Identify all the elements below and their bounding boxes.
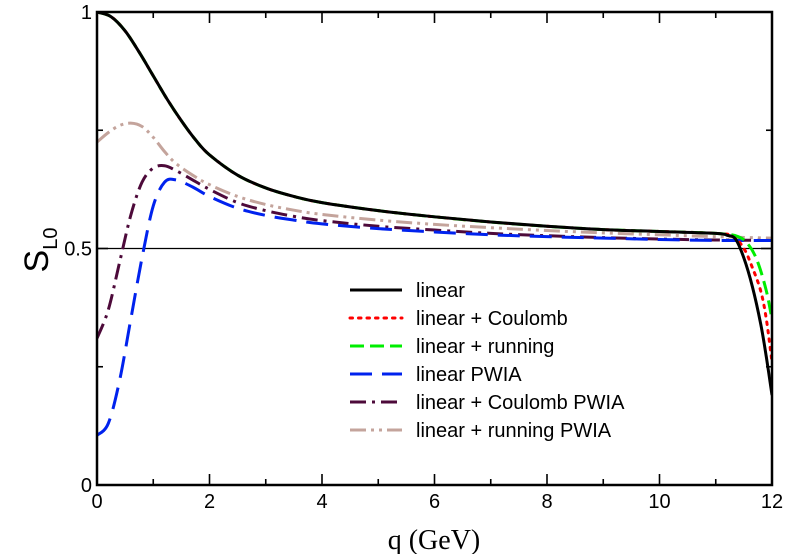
y-axis-title-main: S	[18, 250, 56, 273]
y-tick-label: 1	[81, 2, 92, 24]
x-tick-label: 10	[648, 491, 670, 513]
y-tick-label: 0.5	[64, 239, 92, 261]
legend-label: linear + running PWIA	[416, 420, 612, 442]
legend-label: linear + running	[416, 336, 554, 358]
legend-label: linear PWIA	[416, 364, 522, 386]
x-tick-label: 0	[91, 491, 102, 513]
x-tick-label: 4	[316, 491, 327, 513]
series-layer	[97, 12, 772, 437]
y-tick-label: 0	[81, 475, 92, 497]
x-tick-label: 6	[429, 491, 440, 513]
plot-frame	[95, 10, 774, 487]
svg-text:SL0: SL0	[18, 228, 62, 273]
legend-label: linear + Coulomb	[416, 308, 568, 330]
x-tick-label: 2	[204, 491, 215, 513]
series-line-linear-running-pwia	[97, 121, 772, 240]
x-tick-label: 8	[541, 491, 552, 513]
x-axis-title: q (GeV)	[388, 525, 481, 554]
series-line-linear	[97, 12, 772, 396]
y-axis-title-sub: L0	[40, 228, 62, 250]
ticks-layer: 0 2 4 6 8 10 12 0 0.5 1	[64, 2, 783, 513]
legend-label: linear + Coulomb PWIA	[416, 392, 625, 414]
y-axis-title: SL0	[18, 228, 62, 273]
series-line-linear-pwia	[97, 177, 772, 437]
legend: linear linear + Coulomb linear + running li…	[348, 280, 625, 442]
series-line-linear-coulomb-pwia	[97, 164, 772, 339]
legend-label: linear	[416, 280, 465, 302]
x-tick-label: 12	[761, 491, 783, 513]
